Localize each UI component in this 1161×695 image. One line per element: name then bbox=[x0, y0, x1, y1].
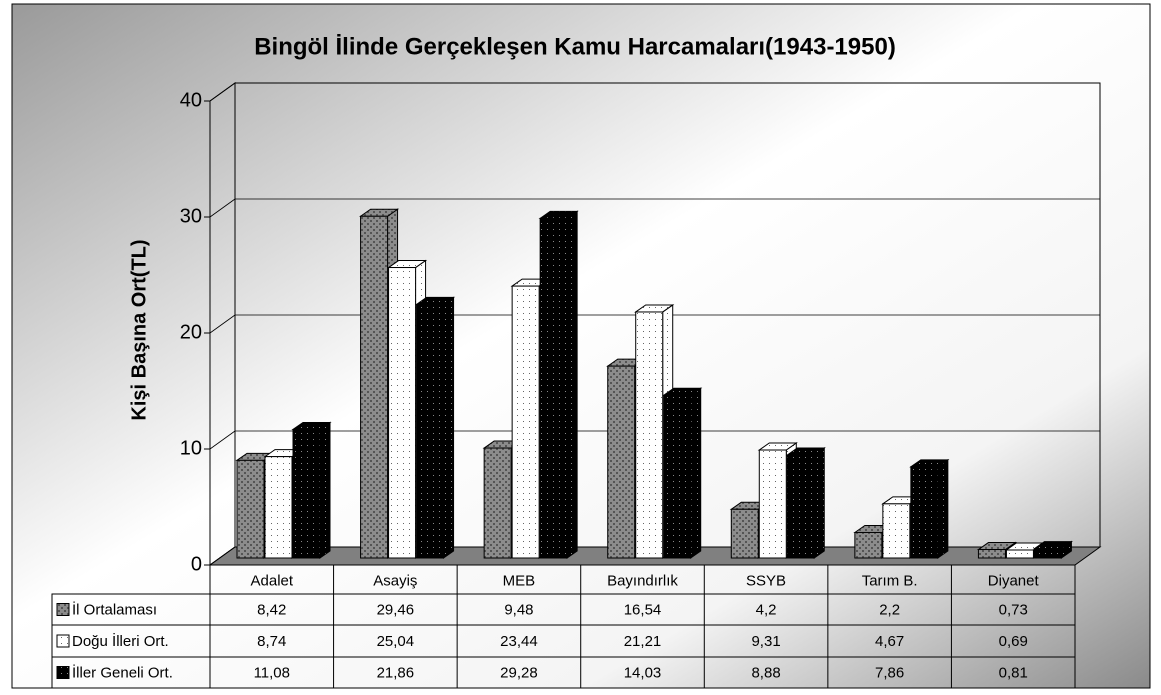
bar-side bbox=[813, 447, 825, 559]
table-value: 29,46 bbox=[377, 601, 415, 618]
bar-front bbox=[758, 449, 787, 559]
table-value: 8,42 bbox=[257, 601, 286, 618]
bar-front bbox=[786, 454, 815, 559]
bar-front bbox=[882, 503, 911, 559]
table-value: 16,54 bbox=[624, 601, 662, 618]
table-value: 14,03 bbox=[624, 664, 662, 681]
bar-front bbox=[1033, 548, 1062, 559]
bar-front bbox=[1005, 549, 1034, 559]
table-value: 4,2 bbox=[756, 601, 777, 618]
grid-line bbox=[209, 198, 236, 218]
table-value: 0,69 bbox=[999, 633, 1028, 650]
table-value: 11,08 bbox=[254, 664, 290, 681]
table-value: 8,88 bbox=[751, 664, 780, 681]
bar bbox=[785, 447, 826, 559]
bar-front bbox=[635, 311, 664, 559]
legend-swatch bbox=[56, 603, 70, 616]
table-value: 25,04 bbox=[377, 633, 415, 650]
table-value: 9,31 bbox=[751, 633, 780, 650]
legend-label: İl Ortalaması bbox=[72, 600, 157, 618]
bar-front bbox=[264, 456, 293, 559]
bar-front bbox=[292, 428, 321, 559]
table-value: 4,67 bbox=[875, 633, 904, 650]
table-value: 9,48 bbox=[504, 601, 533, 618]
y-tick-label: 20 bbox=[180, 321, 202, 343]
legend-swatch bbox=[56, 666, 70, 679]
bar-front bbox=[416, 303, 445, 559]
chart-title: Bingöl İlinde Gerçekleşen Kamu Harcamala… bbox=[254, 33, 896, 60]
bar-front bbox=[360, 215, 389, 559]
legend-label: İller Geneli Ort. bbox=[72, 663, 173, 681]
bar bbox=[662, 387, 703, 559]
y-axis-label: Kişi Başına Ort(TL) bbox=[128, 239, 150, 420]
table-value: 8,74 bbox=[257, 633, 286, 650]
table-value: 29,28 bbox=[500, 664, 538, 681]
grid-line bbox=[209, 546, 236, 566]
x-tick-label: MEB bbox=[503, 572, 536, 589]
bar-side bbox=[937, 458, 949, 559]
bar-side bbox=[566, 210, 578, 559]
bar-side bbox=[319, 421, 331, 559]
bar-front bbox=[483, 447, 512, 559]
y-tick-label: 10 bbox=[180, 437, 202, 459]
grid-line bbox=[209, 82, 236, 102]
x-tick-label: Diyanet bbox=[988, 572, 1040, 589]
bar bbox=[1032, 540, 1074, 559]
bar-side bbox=[690, 387, 702, 559]
bar bbox=[538, 210, 579, 559]
x-tick-label: SSYB bbox=[746, 572, 786, 589]
bar-front bbox=[388, 267, 417, 559]
x-tick-label: Bayındırlık bbox=[607, 572, 678, 589]
bar-front bbox=[663, 394, 692, 559]
y-tick-label: 0 bbox=[191, 553, 202, 575]
x-tick-label: Tarım B. bbox=[862, 572, 918, 589]
bar-side bbox=[443, 296, 455, 559]
bar bbox=[414, 296, 456, 559]
y-tick-label: 40 bbox=[180, 89, 202, 111]
bar bbox=[291, 421, 332, 559]
bar-front bbox=[511, 285, 540, 559]
x-tick-label: Adalet bbox=[251, 572, 294, 589]
bar-front bbox=[854, 531, 883, 559]
bar bbox=[909, 458, 950, 559]
table-value: 0,81 bbox=[999, 664, 1028, 681]
table-value: 21,86 bbox=[377, 664, 415, 681]
bar-front bbox=[910, 466, 939, 559]
bar-front bbox=[236, 459, 265, 559]
x-tick-label: Asayiş bbox=[373, 572, 417, 589]
grid-line bbox=[209, 430, 236, 450]
y-tick-label: 30 bbox=[180, 205, 202, 227]
bar-front bbox=[977, 549, 1006, 559]
legend-label: Doğu İlleri Ort. bbox=[72, 632, 169, 650]
table-value: 21,21 bbox=[624, 633, 662, 650]
table-value: 7,86 bbox=[875, 664, 904, 681]
legend-swatch bbox=[56, 634, 70, 648]
grid-line bbox=[209, 314, 236, 334]
table-value: 23,44 bbox=[500, 633, 538, 650]
table-value: 2,2 bbox=[879, 601, 900, 618]
bar-front bbox=[607, 365, 636, 559]
bar-front bbox=[539, 217, 568, 559]
bar-front bbox=[730, 508, 759, 559]
table-value: 0,73 bbox=[999, 601, 1028, 618]
